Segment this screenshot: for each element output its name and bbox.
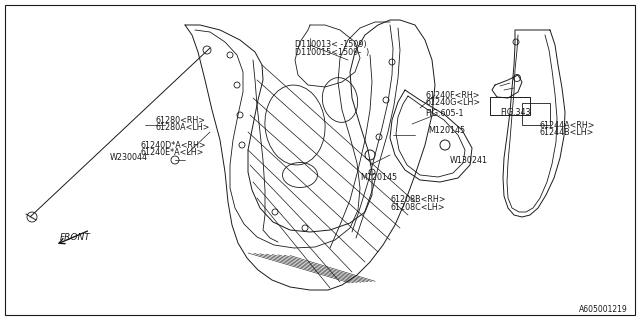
Text: 61244A<RH>: 61244A<RH> [540,121,595,130]
Text: 61240D*A<RH>: 61240D*A<RH> [140,140,205,149]
Text: D110015<1509-  ): D110015<1509- ) [295,47,369,57]
Text: 61280A<LH>: 61280A<LH> [155,123,209,132]
Text: FRONT: FRONT [60,234,91,243]
Text: 61244B<LH>: 61244B<LH> [540,127,595,137]
Text: M120145: M120145 [428,125,465,134]
Text: 61240F<RH>: 61240F<RH> [425,91,479,100]
Text: D110013< -1509): D110013< -1509) [295,39,367,49]
Text: W230044: W230044 [110,153,148,162]
Text: 61208B<RH>: 61208B<RH> [390,196,445,204]
Text: W130241: W130241 [450,156,488,164]
Text: FIG.605-1: FIG.605-1 [425,108,463,117]
Bar [490,97,530,115]
Text: A605001219: A605001219 [579,306,628,315]
Text: FIG.343: FIG.343 [500,108,531,116]
Bar [522,103,550,125]
Text: M120145: M120145 [360,172,397,181]
Text: 61280<RH>: 61280<RH> [155,116,205,124]
Text: 61240G<LH>: 61240G<LH> [425,98,480,107]
Text: 61208C<LH>: 61208C<LH> [390,203,445,212]
Text: 61240E*A<LH>: 61240E*A<LH> [140,148,204,156]
